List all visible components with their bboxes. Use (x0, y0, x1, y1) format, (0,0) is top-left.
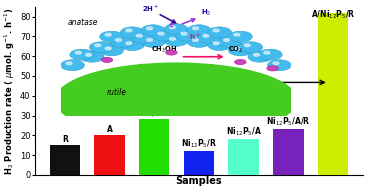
Text: Ni$_{12}$P$_5$/R: Ni$_{12}$P$_5$/R (181, 137, 217, 149)
Text: A: A (107, 125, 112, 134)
Bar (139, 119, 169, 175)
Text: A/R: A/R (147, 109, 161, 118)
Bar (184, 151, 214, 175)
X-axis label: Samples: Samples (176, 176, 222, 186)
Text: A/Ni$_{12}$P$_5$/R: A/Ni$_{12}$P$_5$/R (311, 9, 355, 21)
Bar (228, 139, 259, 175)
Y-axis label: H$_2$ Production rate ( $\mu$mol. g$^{-1}$. h$^{-1}$): H$_2$ Production rate ( $\mu$mol. g$^{-1… (3, 7, 17, 175)
Bar (273, 129, 303, 175)
Text: Ni$_{12}$P$_5$/A/R: Ni$_{12}$P$_5$/A/R (266, 115, 311, 128)
Text: Ni$_{12}$P$_5$/A: Ni$_{12}$P$_5$/A (226, 125, 262, 138)
Bar (94, 135, 125, 175)
Bar (50, 145, 80, 175)
Text: R: R (62, 135, 68, 144)
Bar (318, 13, 348, 175)
